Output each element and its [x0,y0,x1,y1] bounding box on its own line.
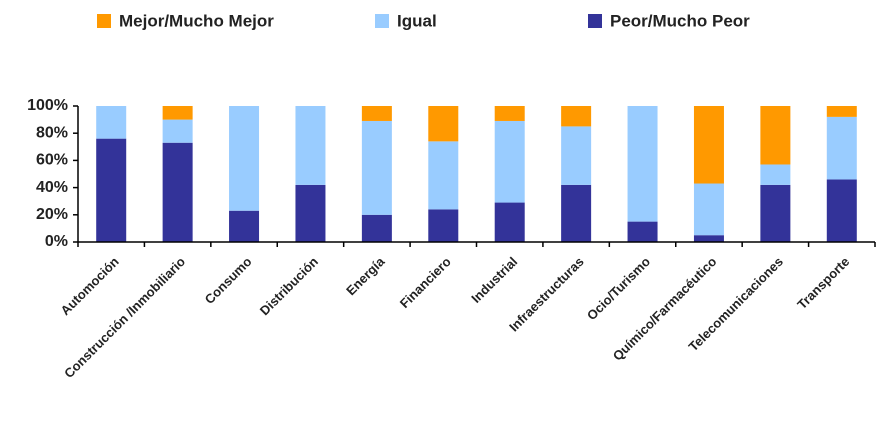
bar-segment [627,221,658,242]
y-tick-label: 60% [36,152,68,169]
y-tick-label: 80% [36,124,68,141]
bar-segment [494,106,525,121]
bar-segment [229,210,260,242]
bar-segment [561,126,592,185]
bar-segment [361,106,392,121]
bar-segment [826,179,857,242]
x-tick-label: Financiero [397,254,454,311]
x-tick-label: Ocio/Turismo [584,254,653,323]
legend-swatch [588,14,602,28]
x-tick-label: Distribución [257,254,321,318]
bar-segment [361,214,392,242]
x-tick-label: Transporte [794,254,852,312]
bar-segment [693,106,724,184]
bar-segment [229,106,260,211]
bar-segment [295,106,326,185]
bar-segment [295,184,326,242]
bar-segment [760,164,791,185]
x-tick-label: Industrial [468,254,520,306]
bar-segment [494,202,525,242]
y-tick-label: 40% [36,179,68,196]
bar-segment [627,106,658,222]
bar-segment [428,106,459,142]
legend-label: Mejor/Mucho Mejor [119,11,274,30]
bar-segment [760,106,791,165]
legend-label: Peor/Mucho Peor [610,11,750,30]
legend-label: Igual [397,11,437,30]
bar-segment [693,235,724,242]
bar-segment [561,106,592,127]
bar-segment [162,142,193,242]
legend-swatch [97,14,111,28]
bar-segment [428,141,459,210]
bar-segment [826,116,857,180]
legend-swatch [375,14,389,28]
bar-segment [561,184,592,242]
bar-segment [760,184,791,242]
bar-segment [96,138,127,242]
y-tick-label: 0% [45,233,68,250]
bar-segment [428,209,459,242]
bar-segment [693,183,724,236]
x-tick-label: Energía [343,253,388,298]
bar-segment [494,120,525,203]
bar-segment [96,106,127,139]
y-tick-label: 100% [27,97,68,114]
x-tick-label: Automoción [58,254,122,318]
bar-segment [162,106,193,120]
bar-segment [162,119,193,143]
x-tick-label: Consumo [202,254,255,307]
x-tick-label: Construcción /Inmobiliario [61,254,188,381]
bar-segment [361,120,392,215]
bar-segment [826,106,857,117]
y-tick-label: 20% [36,206,68,223]
